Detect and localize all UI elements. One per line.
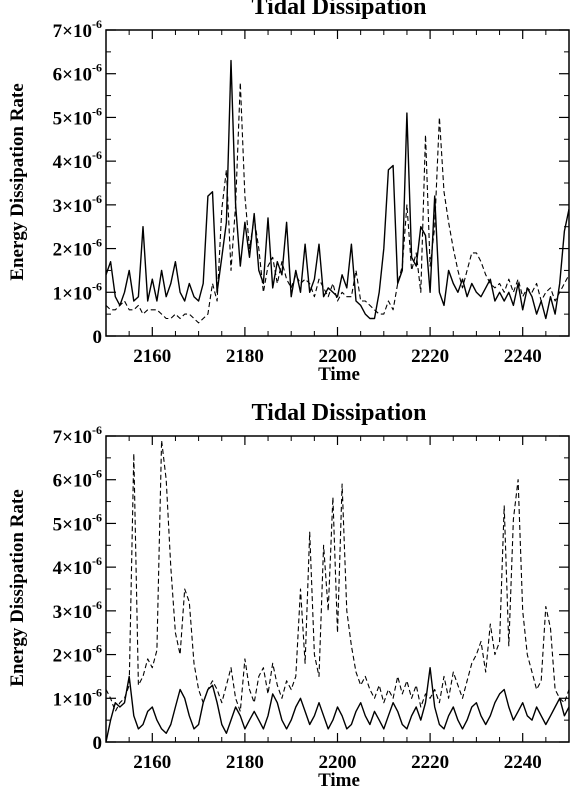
y-tick-label: 0 xyxy=(93,733,103,754)
y-tick-label: 3×10-6 xyxy=(53,192,102,217)
chart-panel-bottom: Tidal Dissipation Energy Dissipation Rat… xyxy=(0,400,572,812)
series-line-dashed xyxy=(106,81,569,324)
y-tick-label: 5×10-6 xyxy=(53,104,102,129)
y-tick-label: 4×10-6 xyxy=(53,554,102,579)
x-tick-label: 2200 xyxy=(319,346,357,367)
y-tick-label: 3×10-6 xyxy=(53,598,102,623)
chart-title: Tidal Dissipation xyxy=(251,0,427,20)
x-tick-label: 2240 xyxy=(504,752,542,773)
series-line-solid xyxy=(106,59,569,320)
x-axis-label: Time xyxy=(318,770,360,791)
x-tick-label: 2200 xyxy=(319,752,357,773)
x-tick-label: 2180 xyxy=(226,346,264,367)
chart-title: Tidal Dissipation xyxy=(251,400,427,426)
plot-svg: 2160 2180 2200 2220 2240 0 1×10-6 2×10-6 3×10-6 4… xyxy=(53,17,570,367)
y-tick-label: 0 xyxy=(93,327,103,348)
series-line-solid xyxy=(106,667,569,742)
y-tick-label: 6×10-6 xyxy=(53,467,102,492)
y-tick-label: 1×10-6 xyxy=(53,685,102,710)
y-tick-label: 7×10-6 xyxy=(53,17,102,42)
x-tick-label: 2160 xyxy=(133,346,171,367)
x-tick-label: 2160 xyxy=(133,752,171,773)
x-axis-label: Time xyxy=(318,364,360,385)
y-tick-label: 7×10-6 xyxy=(53,423,102,448)
x-tick-label: 2220 xyxy=(411,346,449,367)
series-line-dashed xyxy=(106,439,569,712)
chart-panel-top: Tidal Dissipation Energy Dissipation Rat… xyxy=(7,0,570,385)
plot-frame xyxy=(105,29,570,337)
plot-svg: 2160 2180 2200 2220 2240 0 1×10-6 2×10-6 3×10-6 4… xyxy=(53,423,570,773)
y-tick-label: 2×10-6 xyxy=(53,236,102,261)
y-tick-label: 1×10-6 xyxy=(53,279,102,304)
y-tick-label: 6×10-6 xyxy=(53,61,102,86)
x-tick-label: 2180 xyxy=(226,752,264,773)
y-tick-label: 4×10-6 xyxy=(53,148,102,173)
x-tick-label: 2220 xyxy=(411,752,449,773)
plot-frame xyxy=(105,435,570,743)
x-tick-label: 2240 xyxy=(504,346,542,367)
y-tick-label: 5×10-6 xyxy=(53,510,102,535)
y-tick-label: 2×10-6 xyxy=(53,642,102,667)
